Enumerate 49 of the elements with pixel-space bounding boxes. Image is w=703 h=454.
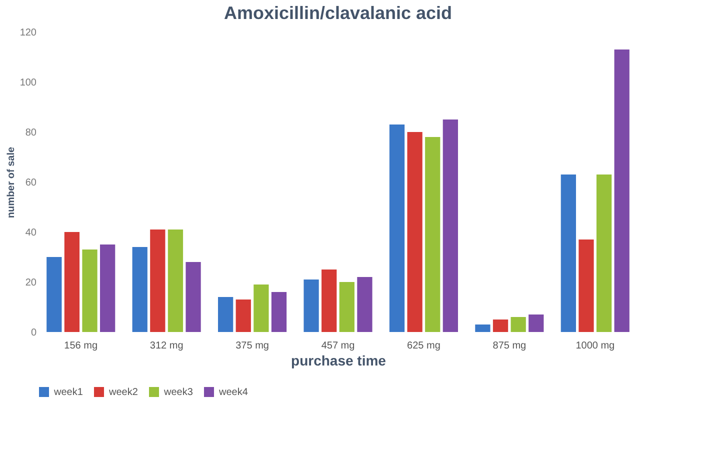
- bar: [271, 292, 287, 332]
- bar: [596, 174, 612, 332]
- bar: [46, 257, 62, 332]
- bar: [218, 297, 234, 332]
- bar: [578, 240, 594, 332]
- bar: [510, 317, 526, 332]
- bar: [100, 244, 116, 332]
- x-tick-label: 1000 mg: [576, 340, 615, 352]
- legend-label: week4: [218, 387, 248, 398]
- y-tick-label: 100: [20, 78, 37, 88]
- bar: [407, 132, 422, 332]
- bar: [389, 124, 405, 332]
- bar: [357, 277, 372, 332]
- bar: [168, 230, 184, 332]
- bar: [560, 174, 576, 332]
- bar: [322, 270, 337, 332]
- bar: [186, 262, 201, 332]
- bar: [492, 320, 508, 332]
- chart-title: Amoxicillin/clavalanic acid: [224, 3, 452, 23]
- y-tick-label: 120: [20, 28, 37, 38]
- y-tick-label: 80: [25, 128, 37, 138]
- y-tick-label: 0: [30, 328, 37, 338]
- bar: [339, 282, 354, 332]
- x-tick-label: 457 mg: [321, 340, 355, 352]
- legend-label: week3: [163, 387, 194, 398]
- bar: [236, 300, 251, 332]
- y-axis-title: number of sale: [6, 146, 17, 218]
- legend-label: week1: [53, 387, 84, 398]
- bar: [254, 284, 269, 332]
- x-tick-label: 312 mg: [150, 340, 184, 352]
- x-tick-label: 375 mg: [236, 340, 269, 352]
- bar: [82, 250, 98, 332]
- bar: [442, 120, 458, 332]
- bar: [528, 314, 544, 332]
- y-tick-label: 20: [25, 278, 37, 288]
- x-tick-label: 156 mg: [64, 340, 98, 352]
- y-tick-label: 60: [25, 178, 37, 188]
- bar: [475, 324, 490, 332]
- bar: [132, 247, 148, 332]
- x-tick-label: 625 mg: [407, 340, 440, 352]
- x-tick-label: 875 mg: [492, 340, 526, 352]
- bar: [64, 232, 80, 332]
- bar: [425, 137, 440, 332]
- legend-label: week2: [108, 387, 138, 398]
- bar: [304, 280, 319, 332]
- y-tick-label: 40: [25, 228, 37, 238]
- bar: [150, 230, 166, 332]
- x-axis-title: purchase time: [291, 352, 386, 368]
- bar: [614, 50, 630, 332]
